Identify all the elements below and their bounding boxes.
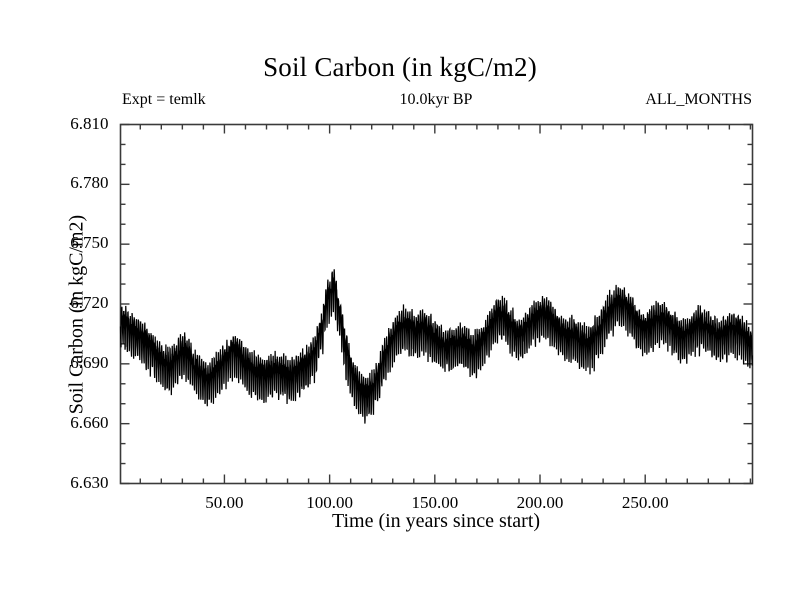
x-tick-label: 150.00 (411, 492, 459, 512)
x-axis-title: Time (in years since start) (331, 510, 541, 532)
subtitle-row: Expt = temlk 10.0kyr BP ALL_MONTHS (120, 91, 752, 111)
months-label: ALL_MONTHS (645, 91, 752, 108)
period-label: 10.0kyr BP (399, 91, 473, 108)
x-tick-label: 250.00 (621, 492, 669, 512)
page-title: Soil Carbon (in kgC/m2) (263, 52, 537, 82)
y-tick-label: 6.780 (70, 173, 109, 193)
x-tick-label: 200.00 (516, 492, 564, 512)
y-tick-label: 6.660 (70, 412, 109, 432)
axis-ticks (120, 123, 753, 485)
y-tick-label: 6.810 (70, 113, 109, 133)
x-tick-label: 100.00 (306, 492, 353, 512)
y-tick-label: 6.690 (70, 352, 109, 372)
data-series-soil-carbon (119, 269, 753, 424)
experiment-label: Expt = temlk (122, 91, 206, 108)
y-tick-label: 6.750 (70, 233, 109, 253)
y-tick-label: 6.630 (70, 472, 109, 492)
y-axis-title: Soil Carbon (in kgC/m2) (65, 214, 88, 415)
y-tick-label: 6.720 (70, 293, 109, 312)
x-tick-label: 50.00 (205, 492, 244, 512)
